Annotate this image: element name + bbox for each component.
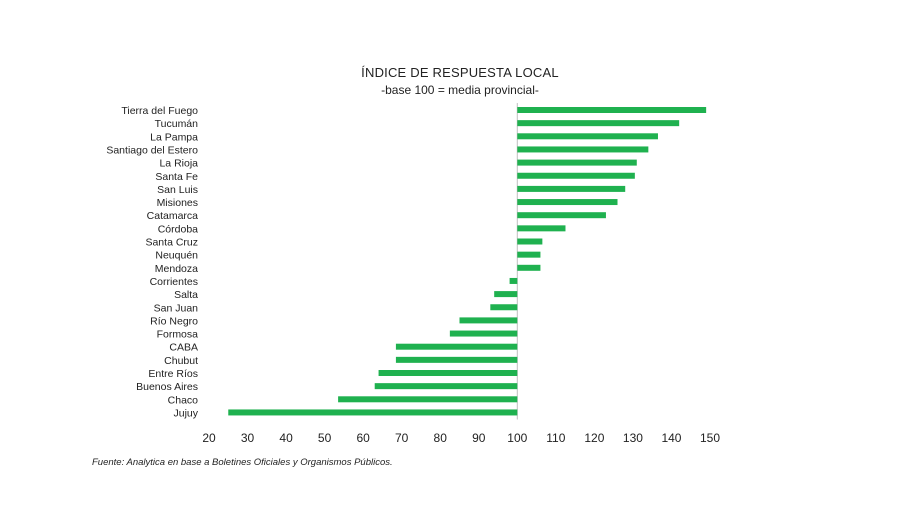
bar (395, 356, 518, 363)
bar (378, 370, 518, 376)
bar (517, 120, 680, 127)
bars-group (228, 103, 707, 420)
category-label: Santa Cruz (145, 237, 198, 249)
x-tick-label: 140 (661, 431, 681, 445)
bar (338, 396, 518, 403)
x-tick-label: 130 (623, 431, 643, 445)
x-tick-label: 90 (472, 431, 486, 445)
x-axis-ticks-group: 20 30 40 50 60 70 80 90 100 110 120 130 140 150 (202, 431, 720, 445)
category-label: Tierra del Fuego (121, 105, 198, 117)
bar (517, 212, 606, 219)
category-label: Río Negro (150, 315, 198, 327)
source-note: Fuente: Analytica en base a Boletines Of… (92, 457, 393, 468)
bar (517, 146, 649, 153)
category-label: Catamarca (147, 210, 199, 222)
bar (517, 172, 635, 179)
x-tick-label: 80 (434, 431, 448, 445)
x-tick-label: 30 (241, 431, 255, 445)
category-label: Córdoba (158, 223, 198, 235)
category-label: Buenos Aires (136, 381, 198, 393)
bar (459, 317, 518, 324)
category-label: San Luis (157, 184, 198, 196)
category-label: Chaco (168, 394, 199, 406)
category-label: CABA (169, 342, 198, 354)
bar (494, 291, 518, 298)
category-label: San Juan (154, 302, 199, 314)
category-label: La Rioja (159, 158, 198, 170)
category-label: Santa Fe (155, 171, 198, 183)
x-tick-label: 100 (507, 431, 527, 445)
bar (228, 409, 518, 416)
bar (517, 185, 626, 192)
x-tick-label: 50 (318, 431, 332, 445)
category-label: Corrientes (150, 276, 198, 288)
bar (517, 238, 543, 245)
bar (449, 330, 518, 337)
bar (517, 133, 658, 140)
x-tick-label: 150 (700, 431, 720, 445)
x-tick-label: 40 (279, 431, 293, 445)
category-label: Chubut (164, 355, 198, 367)
x-tick-label: 70 (395, 431, 409, 445)
category-label: Mendoza (155, 263, 198, 275)
category-label: La Pampa (150, 131, 198, 143)
bar (490, 304, 518, 311)
category-label: Entre Ríos (148, 368, 198, 380)
bar (517, 159, 637, 166)
x-tick-label: 120 (584, 431, 604, 445)
category-label: Formosa (157, 329, 199, 341)
bar (517, 251, 541, 258)
category-label: Salta (174, 289, 198, 301)
category-label: Misiones (157, 197, 198, 209)
bar (374, 383, 518, 390)
chart-subtitle: -base 100 = media provincial- (381, 83, 539, 97)
bar (517, 199, 618, 206)
bar (395, 343, 518, 350)
category-label: Jujuy (173, 407, 198, 419)
bar (517, 225, 566, 232)
x-tick-label: 20 (202, 431, 216, 445)
bar (517, 107, 707, 113)
x-tick-label: 60 (356, 431, 370, 445)
category-label: Tucumán (155, 118, 199, 130)
chart-title: ÍNDICE DE RESPUESTA LOCAL (361, 65, 559, 80)
category-label: Santiago del Estero (106, 144, 198, 156)
bar (517, 264, 541, 271)
x-tick-label: 110 (546, 431, 565, 445)
category-label: Neuquén (155, 250, 198, 262)
bar (509, 277, 518, 284)
